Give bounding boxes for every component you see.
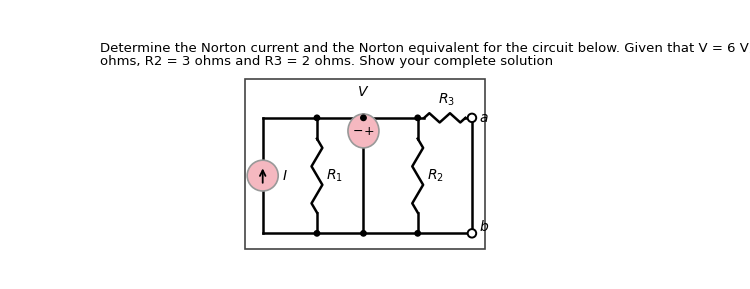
Text: $V$: $V$ [357, 86, 370, 99]
Circle shape [415, 231, 421, 236]
Circle shape [314, 231, 320, 236]
Text: −: − [352, 125, 363, 138]
Text: $R_3$: $R_3$ [438, 91, 455, 108]
Text: $I$: $I$ [282, 168, 288, 183]
Text: $a$: $a$ [479, 111, 488, 125]
Circle shape [314, 115, 320, 121]
Text: $R_1$: $R_1$ [326, 167, 344, 184]
Text: $b$: $b$ [479, 219, 489, 234]
Ellipse shape [248, 160, 278, 191]
Text: Determine the Norton current and the Norton equivalent for the circuit below. Gi: Determine the Norton current and the Nor… [100, 42, 750, 55]
Bar [244, 79, 485, 249]
Circle shape [361, 115, 366, 121]
Text: +: + [364, 125, 374, 138]
Circle shape [468, 114, 476, 122]
Text: $R_2$: $R_2$ [427, 167, 444, 184]
Text: ohms, R2 = 3 ohms and R3 = 2 ohms. Show your complete solution: ohms, R2 = 3 ohms and R3 = 2 ohms. Show … [100, 55, 553, 68]
Circle shape [361, 231, 366, 236]
Circle shape [415, 115, 421, 121]
Ellipse shape [348, 114, 379, 148]
Circle shape [468, 229, 476, 238]
